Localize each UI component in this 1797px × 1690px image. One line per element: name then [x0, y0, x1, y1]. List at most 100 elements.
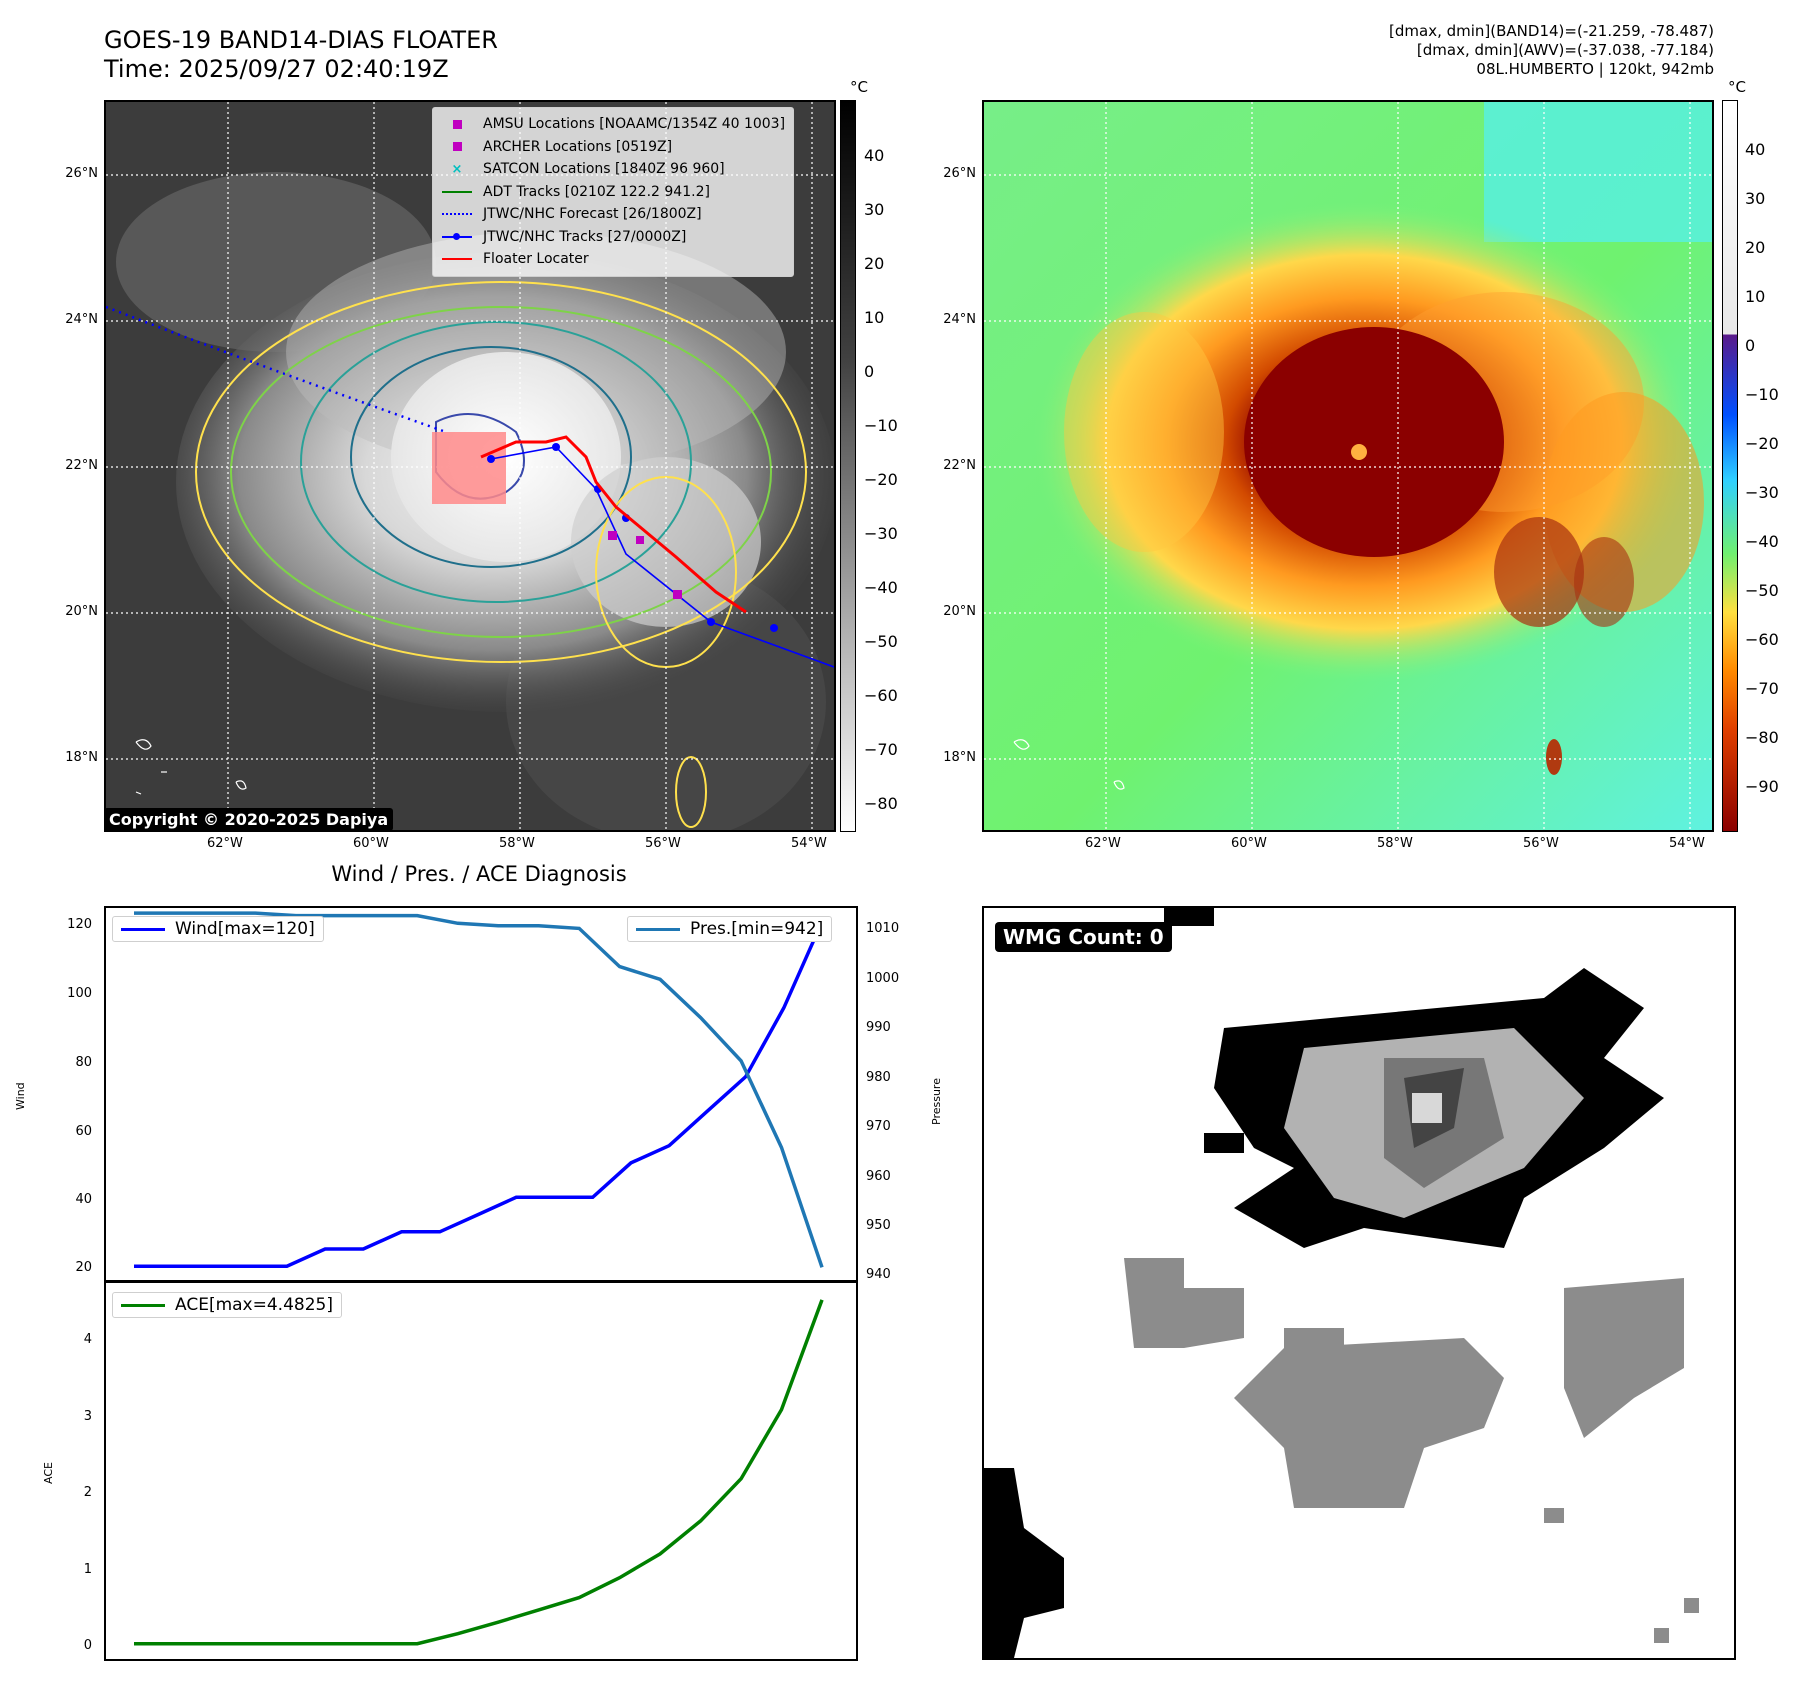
legend-label: ADT Tracks [0210Z 122.2 941.2]	[483, 183, 710, 200]
legend-item-forecast: JTWC/NHC Forecast [26/1800Z]	[441, 203, 785, 226]
ace-axis: 4 3 2 1 0	[40, 1282, 100, 1660]
lon-label: 60°W	[1231, 836, 1267, 851]
ace-axis-label: ACE	[42, 1462, 55, 1484]
wind-series-line	[134, 921, 824, 1268]
colorbar-tick: −60	[864, 686, 898, 705]
colorbar-tick: 20	[864, 254, 885, 273]
lon-label: 60°W	[353, 836, 389, 851]
legend-label: SATCON Locations [1840Z 96 960]	[483, 161, 725, 178]
colorbar-tick: −40	[864, 578, 898, 597]
colorbar-tick: −70	[1745, 679, 1779, 698]
colorbar-tick: −80	[1745, 728, 1779, 747]
wind-tick: 100	[67, 986, 92, 1001]
lon-label: 56°W	[645, 836, 681, 851]
lon-label: 58°W	[499, 836, 535, 851]
pressure-tick: 990	[866, 1020, 891, 1035]
legend-item-jtwc-tracks: JTWC/NHC Tracks [27/0000Z]	[441, 226, 785, 249]
pressure-axis: 1010 1000 990 980 970 960 950 940	[862, 906, 922, 1282]
pressure-tick: 970	[866, 1119, 891, 1134]
lon-label: 54°W	[1669, 836, 1705, 851]
awv-colorbar-ticks: 40 30 20 10 0 −10 −20 −30 −40 −50 −60 −7…	[1745, 100, 1795, 832]
wmg-count-badge: WMG Count: 0	[995, 922, 1172, 952]
wind-legend: Wind[max=120]	[112, 916, 324, 942]
lat-label: 22°N	[943, 458, 976, 473]
ace-tick: 3	[83, 1409, 92, 1424]
awv-imagery	[984, 102, 1712, 830]
band14-colorbar	[840, 100, 856, 832]
legend-item-amsu: AMSU Locations [NOAAMC/1354Z 40 1003]	[441, 113, 785, 136]
lon-label: 62°W	[1085, 836, 1121, 851]
colorbar-unit: °C	[850, 78, 868, 96]
legend-item-floater: Floater Locater	[441, 248, 785, 271]
lat-label: 24°N	[943, 312, 976, 327]
colorbar-tick: −20	[864, 470, 898, 489]
diagnosis-title: Wind / Pres. / ACE Diagnosis	[331, 862, 627, 886]
figure-title: GOES-19 BAND14-DIAS FLOATER Time: 2025/0…	[104, 26, 498, 84]
lat-label: 24°N	[65, 312, 98, 327]
floater-track	[480, 435, 747, 614]
legend-label: JTWC/NHC Forecast [26/1800Z]	[483, 206, 702, 223]
storm-info: [dmax, dmin](BAND14)=(-21.259, -78.487) …	[1389, 22, 1714, 79]
ace-legend: ACE[max=4.4825]	[112, 1292, 342, 1318]
pressure-series-line	[134, 911, 824, 1268]
track-legend: AMSU Locations [NOAAMC/1354Z 40 1003] AR…	[432, 107, 795, 277]
info-line-1: [dmax, dmin](BAND14)=(-21.259, -78.487)	[1389, 22, 1714, 40]
pressure-tick: 1000	[866, 971, 900, 986]
ace-tick: 4	[83, 1332, 92, 1347]
wind-axis: 120 100 80 60 40 20	[40, 906, 100, 1282]
info-line-2: [dmax, dmin](AWV)=(-37.038, -77.184)	[1416, 41, 1714, 59]
awv-colorbar	[1722, 100, 1738, 832]
band14-colorbar-ticks: 40 30 20 10 0 −10 −20 −30 −40 −50 −60 −7…	[864, 100, 924, 832]
lat-label: 26°N	[943, 166, 976, 181]
lon-label: 58°W	[1377, 836, 1413, 851]
wind-tick: 40	[75, 1192, 92, 1207]
colorbar-tick: −10	[864, 416, 898, 435]
legend-item-satcon: × SATCON Locations [1840Z 96 960]	[451, 161, 725, 178]
diagnosis-plot	[104, 906, 858, 1661]
wind-tick: 60	[75, 1124, 92, 1139]
wind-axis-label: Wind	[14, 1082, 27, 1110]
legend-item-archer: ARCHER Locations [0519Z]	[441, 136, 785, 159]
legend-label: Floater Locater	[483, 251, 589, 268]
ace-series-line	[134, 1299, 824, 1646]
lat-label: 26°N	[65, 166, 98, 181]
legend-label: ARCHER Locations [0519Z]	[483, 138, 673, 155]
lat-label: 20°N	[65, 604, 98, 619]
colorbar-tick: −20	[1745, 434, 1779, 453]
colorbar-tick: 30	[864, 200, 885, 219]
colorbar-tick: −70	[864, 740, 898, 759]
floater-box	[432, 432, 506, 504]
colorbar-tick: 40	[864, 146, 885, 165]
info-line-3: 08L.HUMBERTO | 120kt, 942mb	[1476, 60, 1714, 78]
pressure-legend-label: Pres.[min=942]	[690, 919, 824, 939]
legend-label: AMSU Locations [NOAAMC/1354Z 40 1003]	[483, 116, 786, 133]
awv-lat-axis: 26°N 24°N 22°N 20°N 18°N	[936, 100, 978, 832]
lon-label: 56°W	[1523, 836, 1559, 851]
pressure-axis-label: Pressure	[930, 1078, 943, 1125]
pressure-tick: 950	[866, 1218, 891, 1233]
wind-tick: 20	[75, 1260, 92, 1275]
legend-item-adt: ADT Tracks [0210Z 122.2 941.2]	[441, 181, 785, 204]
pressure-tick: 960	[866, 1169, 891, 1184]
jtwc-track	[490, 446, 834, 668]
ace-tick: 1	[83, 1562, 92, 1577]
pressure-tick: 980	[866, 1070, 891, 1085]
colorbar-tick: 0	[864, 362, 875, 381]
lat-lon-grid	[984, 102, 1712, 830]
band14-lat-axis: 26°N 24°N 22°N 20°N 18°N	[58, 100, 100, 832]
wind-legend-label: Wind[max=120]	[175, 919, 315, 939]
ace-tick: 2	[83, 1485, 92, 1500]
colorbar-tick: −30	[864, 524, 898, 543]
colorbar-tick: −60	[1745, 630, 1779, 649]
colorbar-tick: 0	[1745, 336, 1756, 355]
colorbar-tick: 10	[1745, 287, 1766, 306]
pressure-tick: 940	[866, 1267, 891, 1282]
ace-axes	[104, 1281, 858, 1661]
lat-label: 18°N	[65, 750, 98, 765]
wmg-panel	[982, 906, 1736, 1660]
colorbar-tick: 40	[1745, 140, 1766, 159]
colorbar-tick: −90	[1745, 777, 1779, 796]
colorbar-tick: −40	[1745, 532, 1779, 551]
colorbar-tick: −30	[1745, 483, 1779, 502]
legend-label: JTWC/NHC Tracks [27/0000Z]	[483, 228, 687, 245]
